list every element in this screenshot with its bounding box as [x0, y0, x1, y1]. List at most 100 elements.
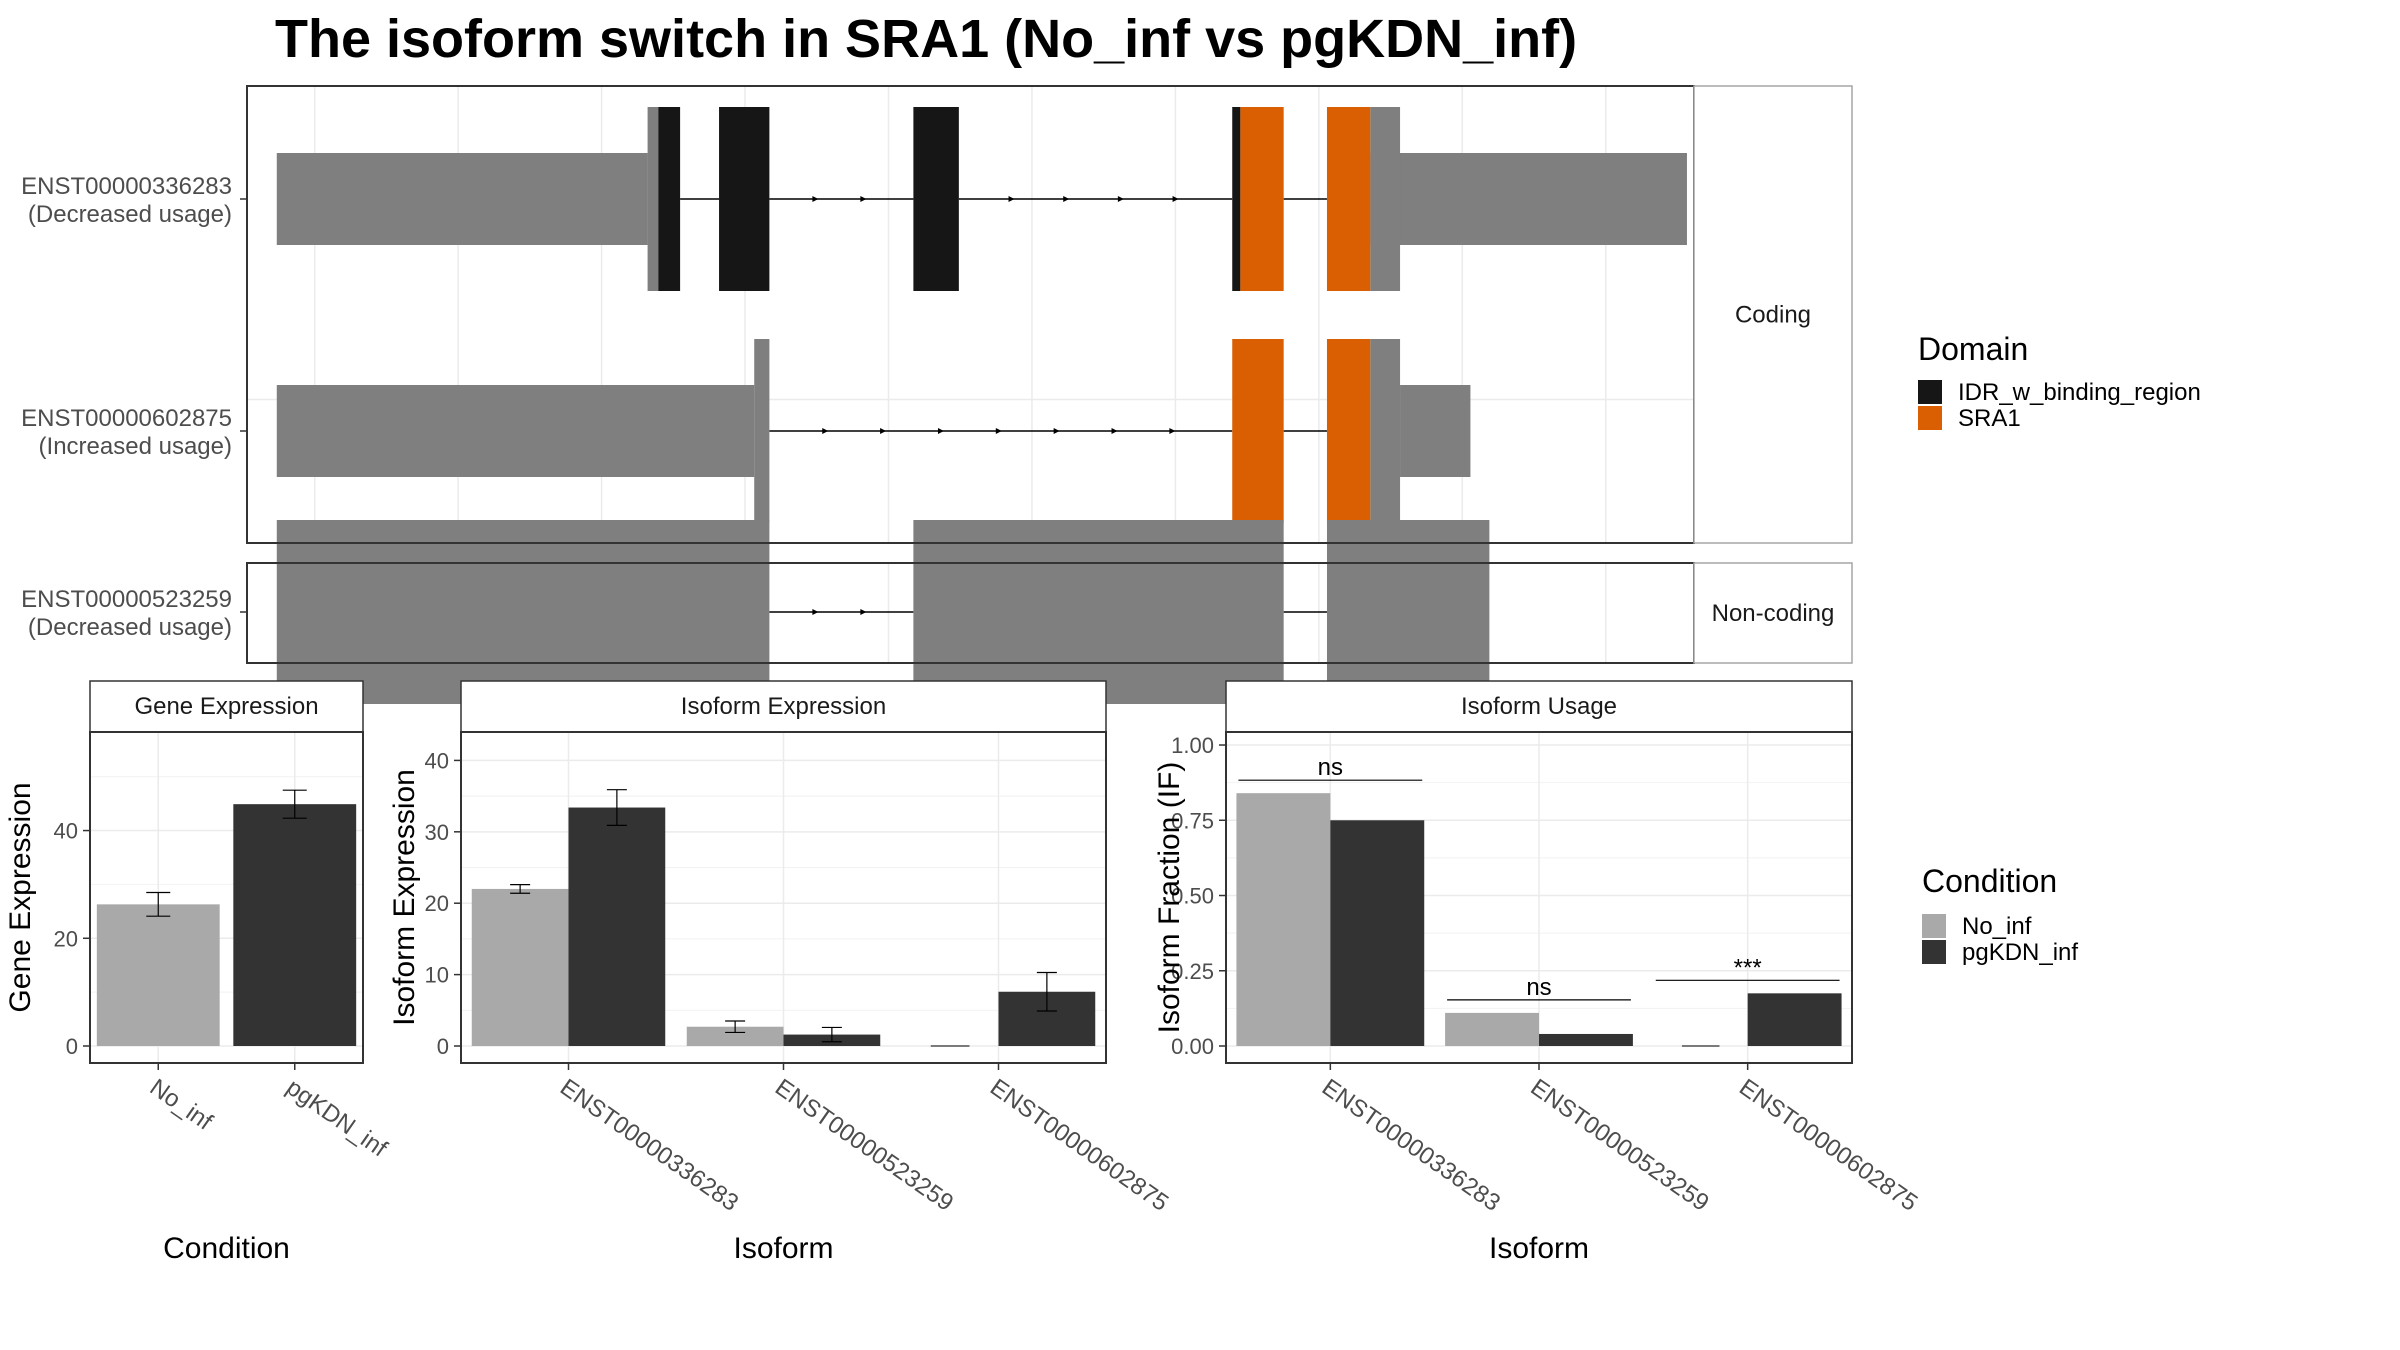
transcript-ENST00000602875-intron-arrow [995, 428, 1002, 434]
isoform-expression-strip [460, 680, 1107, 733]
transcript-ENST00000336283-intron-arrow [1117, 196, 1124, 202]
facet-label-coding: Coding [1735, 302, 1811, 329]
transcript-id-label: ENST00000602875 [21, 405, 232, 432]
transcript-ENST00000336283-domain-idr_w_binding_region [658, 107, 681, 291]
gene-expression-y-axis-title: Gene Expression [4, 782, 37, 1012]
transcript-usage-label: (Increased usage) [39, 433, 232, 460]
gene-expression-x-tick-label: pgKDN_inf [281, 1074, 392, 1163]
transcript-ENST00000336283-intron-arrow [1172, 196, 1179, 202]
transcript-ENST00000336283-intron-arrow [1008, 196, 1015, 202]
transcript-ENST00000336283-domain-idr_w_binding_region [719, 107, 770, 291]
transcript-ENST00000336283-domain-sra1 [1326, 107, 1371, 291]
transcript-ENST00000523259-intron-arrow [812, 609, 819, 615]
gene-expression-plot-border [89, 731, 364, 1064]
isoform-usage-y-tick-label: 0.75 [1171, 808, 1214, 833]
isoform-expression-y-axis-title: Isoform Expression [388, 769, 421, 1026]
transcript-ENST00000523259-noncoding-exon [276, 520, 770, 704]
isoform-usage-bar-pgkdn_inf [1330, 820, 1425, 1046]
isoform-usage-x-tick-label: ENST00000523259 [1526, 1074, 1714, 1217]
isoform-usage-significance-label: ns [1318, 754, 1343, 781]
transcript-ENST00000523259-intron-arrow [860, 609, 867, 615]
transcript-ENST00000602875-domain-sra1 [1232, 339, 1284, 523]
isoform-usage-bar-pgkdn_inf [1747, 993, 1842, 1046]
condition-legend-key [1922, 914, 1946, 938]
isoform-usage-bar-pgkdn_inf [1539, 1033, 1633, 1046]
gene-expression-bar-no_inf [96, 904, 220, 1046]
transcript-usage-label: (Decreased usage) [28, 201, 232, 228]
transcript-ENST00000336283-utr-exon [276, 153, 648, 245]
isoform-usage-x-tick-label: ENST00000336283 [1317, 1074, 1505, 1217]
facet-strip-coding [1693, 85, 1853, 544]
isoform-expression-bar-no_inf [686, 1026, 784, 1046]
facet-strip-noncoding [1693, 562, 1853, 664]
domain-legend-label: SRA1 [1958, 405, 2021, 432]
isoform-usage-x-tick-label: ENST00000602875 [1734, 1074, 1922, 1217]
isoform-usage-x-axis-title: Isoform [1489, 1232, 1589, 1265]
isoform-usage-significance-label: *** [1734, 954, 1762, 981]
isoform-expression-x-tick-label: ENST00000523259 [770, 1074, 958, 1217]
transcript-ENST00000602875-intron-arrow [937, 428, 944, 434]
isoform-usage-bar-no_inf [1236, 793, 1331, 1046]
isoform-expression-y-tick-label: 10 [425, 963, 449, 988]
isoform-usage-y-tick-label: 0.25 [1171, 959, 1214, 984]
transcript-ENST00000602875-intron-arrow [1169, 428, 1176, 434]
transcript-ENST00000336283-cds-exon [1370, 107, 1401, 291]
condition-legend-label: pgKDN_inf [1962, 939, 2078, 966]
transcript-ENST00000336283-domain-idr_w_binding_region [1232, 107, 1241, 291]
isoform-usage-y-axis-title: Isoform Fraction (IF) [1153, 762, 1186, 1034]
condition-legend-key [1922, 940, 1946, 964]
isoform-expression-bar-pgkdn_inf [568, 807, 666, 1046]
transcript-ENST00000336283-domain-sra1 [1240, 107, 1284, 291]
transcript-ENST00000336283-utr-exon [1370, 153, 1687, 245]
isoform-expression-x-tick-label: ENST00000602875 [985, 1074, 1173, 1217]
domain-legend-title: Domain [1918, 331, 2028, 367]
isoform-usage-y-tick-label: 1.00 [1171, 733, 1214, 758]
domain-legend-key [1918, 380, 1942, 404]
gene-expression-x-axis-title: Condition [163, 1232, 290, 1265]
isoform-usage-strip-title: Isoform Usage [1461, 693, 1617, 720]
isoform-expression-strip-title: Isoform Expression [681, 693, 886, 720]
transcript-ENST00000602875-utr-exon [276, 385, 755, 477]
domain-legend-label: IDR_w_binding_region [1958, 379, 2201, 406]
isoform-expression-y-tick-label: 30 [425, 820, 449, 845]
isoform-expression-x-tick-label: ENST00000336283 [555, 1074, 743, 1217]
gene-expression-y-tick-label: 40 [54, 819, 78, 844]
gene-expression-strip-title: Gene Expression [134, 693, 318, 720]
transcript-id-label: ENST00000523259 [21, 586, 232, 613]
transcript-ENST00000336283-intron-arrow [812, 196, 819, 202]
condition-legend-title: Condition [1922, 863, 2057, 899]
transcript-ENST00000602875-utr-exon [1400, 385, 1471, 477]
domain-legend-key [1918, 406, 1942, 430]
figure-title: The isoform switch in SRA1 (No_inf vs pg… [275, 9, 1577, 69]
isoform-expression-bar-no_inf [471, 888, 569, 1046]
isoform-usage-y-tick-label: 0.00 [1171, 1034, 1214, 1059]
isoform-usage-bar-no_inf [1445, 1012, 1539, 1046]
transcript-ENST00000602875-cds-exon [754, 339, 770, 523]
transcript-ENST00000602875-intron-arrow [1111, 428, 1118, 434]
isoform-usage-strip [1225, 680, 1853, 733]
transcript-id-label: ENST00000336283 [21, 173, 232, 200]
isoform-usage-y-tick-label: 0.50 [1171, 884, 1214, 909]
gene-expression-strip [89, 680, 364, 733]
facet-label-noncoding: Non-coding [1712, 600, 1835, 627]
transcript-usage-label: (Decreased usage) [28, 614, 232, 641]
gene-expression-bar-pgkdn_inf [233, 804, 357, 1046]
gene-expression-y-tick-label: 20 [54, 926, 78, 951]
transcript-ENST00000602875-intron-arrow [822, 428, 829, 434]
transcript-ENST00000336283-domain-idr_w_binding_region [913, 107, 959, 291]
gene-expression-x-tick-label: No_inf [145, 1074, 218, 1136]
transcript-ENST00000602875-cds-exon [1370, 339, 1401, 523]
isoform-expression-y-tick-label: 40 [425, 748, 449, 773]
transcript-ENST00000602875-intron-arrow [1053, 428, 1060, 434]
transcript-ENST00000523259-noncoding-exon [913, 520, 1284, 704]
isoform-usage-significance-label: ns [1526, 974, 1551, 1001]
gene-expression-y-tick-label: 0 [66, 1034, 78, 1059]
transcript-ENST00000336283-intron-arrow [860, 196, 867, 202]
isoform-expression-y-tick-label: 0 [437, 1034, 449, 1059]
isoform-expression-x-axis-title: Isoform [733, 1232, 833, 1265]
isoform-expression-y-tick-label: 20 [425, 891, 449, 916]
transcript-ENST00000602875-domain-sra1 [1326, 339, 1371, 523]
transcript-ENST00000336283-intron-arrow [1063, 196, 1070, 202]
